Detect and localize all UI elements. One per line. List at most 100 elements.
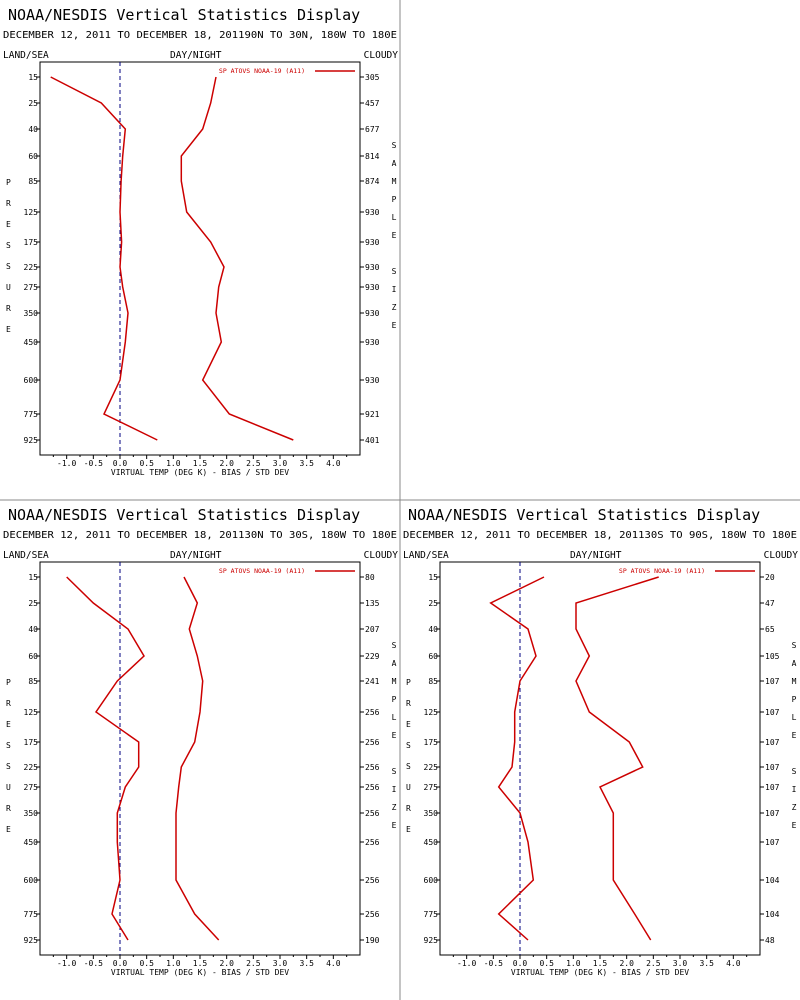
x-axis-label: VIRTUAL TEMP (DEG K) - BIAS / STD DEV <box>111 468 289 477</box>
x-tick-label: -1.0 <box>457 959 476 968</box>
pressure-level-label: 85 <box>28 677 38 686</box>
x-tick-label: 0.5 <box>139 959 154 968</box>
pressure-vertical-letter: E <box>6 325 11 334</box>
sample-size-vertical-letter: A <box>392 159 397 168</box>
pressure-vertical-letter: R <box>6 304 11 313</box>
sample-size-label: 107 <box>765 809 780 818</box>
pressure-level-label: 125 <box>424 708 439 717</box>
sample-size-vertical-letter: S <box>392 267 397 276</box>
sample-size-label: 241 <box>365 677 380 686</box>
sample-size-label: 47 <box>765 599 775 608</box>
pressure-level-label: 925 <box>24 936 39 945</box>
sample-size-label: 229 <box>365 652 380 661</box>
pressure-level-label: 275 <box>24 283 39 292</box>
pressure-vertical-letter: U <box>6 283 11 292</box>
pressure-level-label: 925 <box>424 936 439 945</box>
x-axis-label: VIRTUAL TEMP (DEG K) - BIAS / STD DEV <box>111 968 289 977</box>
sample-size-label: 104 <box>765 910 780 919</box>
sample-size-label: 256 <box>365 708 380 717</box>
pressure-vertical-letter: R <box>406 804 411 813</box>
pressure-level-label: 25 <box>28 599 38 608</box>
sample-size-label: 135 <box>365 599 380 608</box>
std-dev-line <box>575 576 659 941</box>
sample-size-vertical-letter: E <box>392 821 397 830</box>
day-night-label: DAY/NIGHT <box>570 550 622 561</box>
sample-size-label: 930 <box>365 283 380 292</box>
sample-size-label: 105 <box>765 652 780 661</box>
sample-size-label: 256 <box>365 876 380 885</box>
sample-size-vertical-letter: E <box>392 231 397 240</box>
x-tick-label: 1.5 <box>593 959 608 968</box>
pressure-level-label: 600 <box>24 376 39 385</box>
sample-size-label: 20 <box>765 573 775 582</box>
sample-size-vertical-letter: P <box>792 695 797 704</box>
sample-size-vertical-letter: L <box>392 213 397 222</box>
sample-size-label: 930 <box>365 338 380 347</box>
pressure-level-label: 600 <box>24 876 39 885</box>
sample-size-vertical-letter: I <box>792 785 797 794</box>
bias-line <box>489 576 545 941</box>
x-tick-label: 2.5 <box>246 959 261 968</box>
pressure-vertical-letter: R <box>6 699 11 708</box>
pressure-level-label: 175 <box>24 738 39 747</box>
sample-size-vertical-letter: P <box>392 195 397 204</box>
pressure-level-label: 60 <box>28 152 38 161</box>
sample-size-vertical-letter: A <box>792 659 797 668</box>
chart-subtitle: DECEMBER 12, 2011 TO DECEMBER 18, 201130… <box>3 530 397 541</box>
x-tick-label: 1.0 <box>566 959 581 968</box>
day-night-label: DAY/NIGHT <box>170 550 222 561</box>
pressure-vertical-letter: E <box>6 720 11 729</box>
pressure-level-label: 275 <box>24 783 39 792</box>
x-tick-label: 3.0 <box>273 459 288 468</box>
pressure-level-label: 775 <box>424 910 439 919</box>
pressure-vertical-letter: U <box>406 783 411 792</box>
x-tick-label: -0.5 <box>484 959 503 968</box>
x-tick-label: 4.0 <box>726 959 741 968</box>
pressure-level-label: 25 <box>428 599 438 608</box>
sample-size-label: 457 <box>365 99 380 108</box>
x-tick-label: -0.5 <box>84 959 103 968</box>
land-sea-label: LAND/SEA <box>3 550 49 561</box>
pressure-vertical-letter: R <box>6 804 11 813</box>
day-night-label: DAY/NIGHT <box>170 50 222 61</box>
cloudy-label: CLOUDY <box>364 550 399 561</box>
sample-size-label: 401 <box>365 436 380 445</box>
pressure-level-label: 125 <box>24 208 39 217</box>
legend-label: SP ATOVS NOAA-19 (A11) <box>219 67 305 75</box>
x-tick-label: 1.0 <box>166 959 181 968</box>
sample-size-label: 104 <box>765 876 780 885</box>
sample-size-vertical-letter: M <box>392 177 397 186</box>
pressure-vertical-letter: E <box>6 825 11 834</box>
pressure-level-label: 225 <box>24 263 39 272</box>
pressure-vertical-letter: S <box>6 762 11 771</box>
sample-size-label: 80 <box>365 573 375 582</box>
pressure-level-label: 85 <box>28 177 38 186</box>
sample-size-vertical-letter: A <box>392 659 397 668</box>
sample-size-label: 930 <box>365 238 380 247</box>
pressure-level-label: 350 <box>424 809 439 818</box>
pressure-vertical-letter: S <box>6 262 11 271</box>
sample-size-label: 930 <box>365 208 380 217</box>
pressure-level-label: 350 <box>24 809 39 818</box>
pressure-level-label: 175 <box>24 238 39 247</box>
pressure-vertical-letter: P <box>6 178 11 187</box>
pressure-level-label: 225 <box>24 763 39 772</box>
chart-subtitle: DECEMBER 12, 2011 TO DECEMBER 18, 201130… <box>403 530 797 541</box>
pressure-level-label: 600 <box>424 876 439 885</box>
sample-size-label: 207 <box>365 625 380 634</box>
sample-size-label: 48 <box>765 936 775 945</box>
pressure-level-label: 350 <box>24 309 39 318</box>
pressure-level-label: 175 <box>424 738 439 747</box>
pressure-vertical-letter: P <box>6 678 11 687</box>
x-tick-label: 0.0 <box>513 959 528 968</box>
x-tick-label: 0.0 <box>113 959 128 968</box>
sample-size-label: 814 <box>365 152 380 161</box>
x-tick-label: 3.0 <box>673 959 688 968</box>
sample-size-vertical-letter: S <box>792 641 797 650</box>
x-tick-label: 3.5 <box>299 959 314 968</box>
plot-frame <box>439 561 761 956</box>
x-tick-label: 0.5 <box>539 959 554 968</box>
pressure-level-label: 25 <box>28 99 38 108</box>
pressure-vertical-letter: S <box>6 241 11 250</box>
pressure-vertical-letter: S <box>6 741 11 750</box>
